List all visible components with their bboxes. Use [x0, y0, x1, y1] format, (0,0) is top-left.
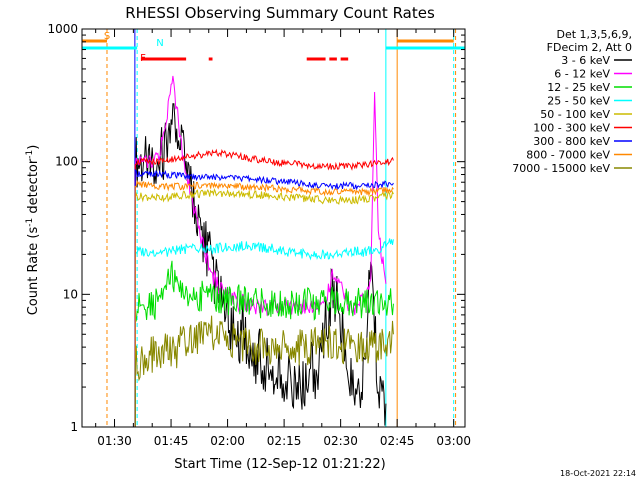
- legend: Det 1,3,5,6,9, FDecim 2, Att 0 3 - 6 keV…: [512, 28, 632, 175]
- y-tick-label: 1000: [47, 22, 78, 36]
- series-line-5: [134, 148, 394, 427]
- timestamp: 18-Oct-2021 22:14: [560, 469, 636, 478]
- y-axis-label-sup1: -1: [25, 218, 35, 227]
- chart-title: RHESSI Observing Summary Count Rates: [125, 4, 435, 22]
- y-axis-label-main: Count Rate (s: [26, 227, 41, 316]
- legend-label-4: 50 - 100 keV: [540, 108, 610, 121]
- y-axis-label-sup2: -1: [25, 150, 35, 159]
- state-label-n: N: [156, 38, 163, 49]
- series-line-2: [134, 260, 394, 427]
- legend-label-0: 3 - 6 keV: [561, 54, 610, 67]
- series-line-4: [134, 188, 394, 427]
- legend-label-1: 6 - 12 keV: [554, 68, 610, 81]
- legend-label-5: 100 - 300 keV: [533, 122, 610, 135]
- legend-label-2: 12 - 25 keV: [547, 81, 610, 94]
- series-line-7: [134, 179, 394, 427]
- x-tick-label: 01:45: [154, 434, 189, 448]
- legend-label-3: 25 - 50 keV: [547, 95, 610, 108]
- y-axis-label-mid: detector: [26, 158, 41, 218]
- state-label-f: F: [140, 53, 146, 64]
- legend-label-8: 7000 - 15000 keV: [512, 162, 610, 175]
- legend-label-6: 300 - 800 keV: [533, 135, 610, 148]
- series-line-6: [134, 168, 394, 427]
- series-line-3: [134, 238, 394, 427]
- plot-frame: [81, 28, 466, 428]
- legend-header-2: FDecim 2, Att 0: [547, 41, 632, 54]
- x-tick-label: 02:45: [380, 434, 415, 448]
- x-tick-label: 01:30: [97, 434, 132, 448]
- state-label-s: S: [104, 31, 110, 42]
- legend-header-1: Det 1,3,5,6,9,: [556, 28, 632, 41]
- series-line-8: [134, 315, 394, 427]
- x-tick-label: 03:00: [436, 434, 471, 448]
- y-tick-label: 1: [70, 420, 78, 434]
- plot-content: S NF: [82, 29, 465, 427]
- x-tick-label: 02:30: [323, 434, 358, 448]
- y-tick-label: 10: [63, 287, 78, 301]
- y-axis-label: Count Rate (s-1 detector-1): [25, 145, 41, 316]
- axis-ticks: 01:30 01:45 02:00 02:15 02:30 02:45 03:00 1 10 10…: [47, 22, 471, 448]
- legend-label-7: 800 - 7000 keV: [526, 149, 610, 162]
- x-tick-label: 02:00: [210, 434, 245, 448]
- x-axis-label: Start Time (12-Sep-12 01:21:22): [174, 457, 385, 472]
- y-tick-label: 100: [55, 155, 78, 169]
- y-axis-label-end: ): [26, 145, 41, 150]
- x-tick-label: 02:15: [267, 434, 302, 448]
